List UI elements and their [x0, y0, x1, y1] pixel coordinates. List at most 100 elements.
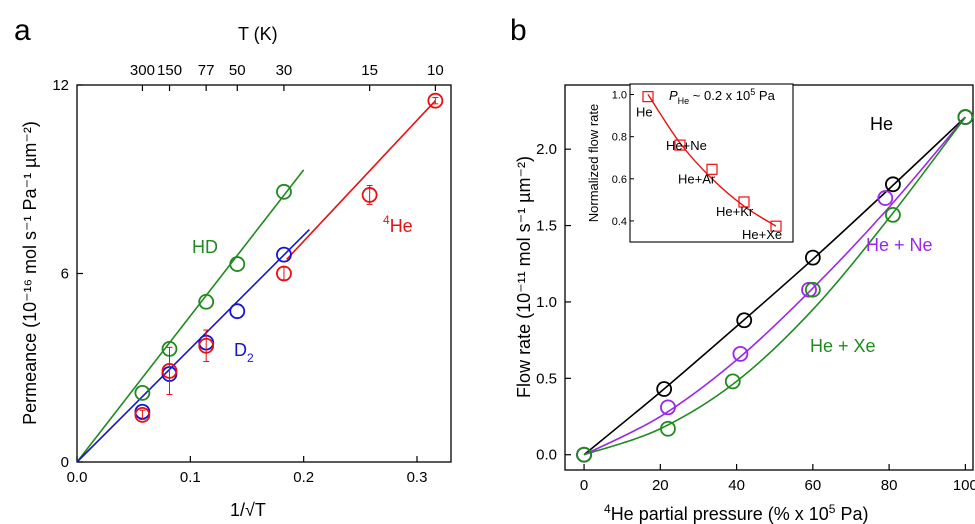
chart-b-y-axis-label: Flow rate (10⁻¹¹ mol s⁻¹ µm⁻²)	[514, 156, 534, 398]
chart-b-point-1	[732, 345, 749, 362]
panel-label-a: a	[14, 14, 31, 47]
label-4he-base: He	[390, 216, 413, 236]
inset-condition-end: Pa	[755, 88, 775, 103]
chart-a-point-1	[276, 246, 292, 263]
chart-a-x-tick-label: 0.1	[180, 469, 201, 486]
chart-b: 0 20 40 60 80 100 0.0 0.5 1.0 1.5 2.0 4He partial …	[514, 83, 975, 524]
chart-b-x-tick-label: 40	[728, 477, 745, 494]
inset-y-tick-label: 1.0	[612, 90, 627, 102]
chart-a-point-2	[134, 406, 151, 423]
chart-a-x-tick-label: 0.0	[67, 469, 88, 486]
legend-he: He	[870, 114, 893, 134]
chart-a-point-0	[134, 384, 151, 401]
inset-point-label: He+Ne	[666, 138, 707, 153]
chart-b-y-tick-label: 0.0	[536, 447, 557, 464]
chart-a-point-0	[229, 256, 246, 272]
chart-b-point-2	[957, 109, 974, 125]
chart-b-point-1	[660, 399, 676, 416]
inset-chart: 0.4 0.6 0.8 1.0 He He+Ne He+Ar He+Kr He+Xe Norm…	[586, 83, 794, 243]
inset-y-tick-label: 0.6	[612, 174, 627, 186]
inset-condition-rest: ~ 0.2 x 10	[689, 88, 750, 103]
chart-a-point-0	[276, 183, 292, 200]
label-d2-sub: 2	[247, 351, 254, 365]
label-4he: 4He	[383, 213, 413, 236]
chart-b-point-2	[885, 206, 901, 223]
chart-a-fit-line-0	[76, 169, 305, 463]
chart-a-x-axis-label: 1/√T	[230, 500, 266, 520]
chart-b-point-0	[656, 381, 673, 397]
inset-point-label: He+Ar	[678, 171, 716, 186]
chart-b-point-2	[724, 373, 741, 390]
chart-a-y-tick-label: 0	[61, 454, 69, 471]
inset-condition-sub: He	[678, 96, 690, 106]
chart-a-point-1	[229, 303, 246, 320]
legend-he-xe: He + Xe	[810, 336, 876, 356]
legend-he-ne: He + Ne	[866, 235, 933, 255]
chart-b-y-tick-label: 0.5	[536, 370, 557, 387]
chart-a-y-axis-label: Permeance (10⁻¹⁶ mol s⁻¹ Pa⁻¹ µm⁻²)	[20, 121, 40, 425]
chart-a-y-tick-label: 12	[52, 77, 69, 94]
chart-a-top-tick-label: 300	[130, 62, 155, 79]
inset-point-label: He+Xe	[742, 227, 782, 242]
inset-point-label: He	[636, 105, 653, 120]
chart-b-point-1	[877, 190, 894, 206]
inset-frame	[629, 83, 794, 243]
chart-b-x-axis-label-end: Pa)	[835, 504, 868, 524]
chart-a-top-tick-label: 30	[276, 62, 293, 79]
inset-condition-p: P	[669, 88, 678, 103]
inset-point	[738, 196, 750, 208]
chart-b-y-tick-label: 2.0	[536, 141, 557, 158]
chart-a-x-tick-label: 0.3	[407, 469, 428, 486]
chart-b-x-tick-label: 0	[580, 477, 588, 494]
chart-b-x-axis-label-sup: 4	[604, 502, 611, 516]
inset-point	[706, 163, 718, 175]
chart-b-x-tick-label: 100	[953, 477, 975, 494]
chart-b-x-axis-label-main: He partial pressure (% x 10	[611, 504, 829, 524]
inset-y-tick-label: 0.8	[612, 132, 627, 144]
chart-a-y-tick-label: 6	[61, 266, 69, 283]
inset-point	[770, 220, 782, 232]
chart-a-point-2	[198, 337, 215, 354]
chart-a-point-2	[361, 187, 378, 203]
label-4he-sup: 4	[383, 213, 390, 227]
inset-condition: PHe ~ 0.2 x 105 Pa	[669, 87, 776, 106]
chart-b-x-axis-label: 4He partial pressure (% x 105 Pa)	[604, 502, 868, 524]
chart-b-point-0	[736, 312, 753, 329]
inset-point	[642, 91, 654, 103]
chart-a: 0.0 0.1 0.2 0.3 0 6 12 300 150 77 50 30 15 10 1/√T Pe…	[20, 24, 452, 520]
inset-y-tick-label: 0.4	[612, 216, 627, 228]
chart-a-top-axis-label: T (K)	[238, 24, 278, 44]
chart-b-point-2	[660, 420, 676, 437]
chart-a-fit-line-1	[76, 228, 310, 463]
label-d2-base: D	[234, 340, 247, 360]
chart-a-top-tick-label: 150	[157, 62, 182, 79]
chart-a-point-2	[427, 92, 444, 109]
chart-b-x-tick-label: 20	[652, 477, 669, 494]
chart-b-fit-curve-1	[583, 116, 966, 456]
chart-a-top-tick-label: 50	[229, 62, 246, 79]
inset-condition-exp: 5	[750, 87, 755, 97]
chart-a-top-tick-label: 77	[198, 62, 215, 79]
chart-b-y-tick-label: 1.5	[536, 218, 557, 235]
chart-b-point-2	[576, 446, 592, 463]
chart-b-x-axis-label-exp: 5	[829, 502, 836, 516]
chart-b-point-0	[885, 176, 901, 193]
panel-label-b: b	[510, 14, 527, 47]
chart-b-x-tick-label: 60	[805, 477, 822, 494]
chart-b-point-2	[804, 281, 821, 298]
chart-b-point-0	[804, 249, 821, 266]
label-d2: D2	[234, 340, 254, 365]
inset-point-label: He+Kr	[716, 204, 754, 219]
label-hd: HD	[192, 237, 218, 257]
chart-a-point-0	[198, 293, 215, 310]
inset-fit-curve	[647, 94, 777, 227]
chart-b-y-tick-label: 1.0	[536, 294, 557, 311]
chart-a-point-2	[276, 265, 292, 282]
chart-b-x-tick-label: 80	[881, 477, 898, 494]
chart-a-x-tick-label: 0.2	[293, 469, 314, 486]
inset-y-axis-label: Normalized flow rate	[586, 104, 601, 223]
chart-a-point-2	[161, 362, 178, 379]
chart-a-top-tick-label: 10	[427, 62, 444, 79]
chart-a-top-tick-label: 15	[361, 62, 378, 79]
